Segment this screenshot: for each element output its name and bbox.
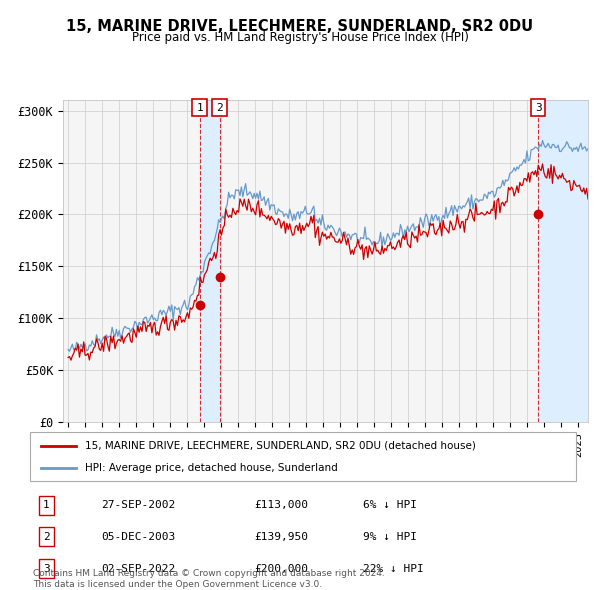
Text: 22% ↓ HPI: 22% ↓ HPI [363,563,424,573]
Text: £113,000: £113,000 [254,500,308,510]
Text: 9% ↓ HPI: 9% ↓ HPI [363,532,417,542]
Text: 02-SEP-2022: 02-SEP-2022 [101,563,175,573]
Text: 3: 3 [535,103,542,113]
Text: 27-SEP-2002: 27-SEP-2002 [101,500,175,510]
FancyBboxPatch shape [30,432,576,481]
Text: 6% ↓ HPI: 6% ↓ HPI [363,500,417,510]
Text: 3: 3 [43,563,50,573]
Text: £139,950: £139,950 [254,532,308,542]
Bar [538,100,588,422]
Text: 2: 2 [216,103,223,113]
Text: 2: 2 [43,532,50,542]
Text: £200,000: £200,000 [254,563,308,573]
Text: HPI: Average price, detached house, Sunderland: HPI: Average price, detached house, Sund… [85,463,337,473]
Text: 1: 1 [196,103,203,113]
Text: 05-DEC-2003: 05-DEC-2003 [101,532,175,542]
Text: 15, MARINE DRIVE, LEECHMERE, SUNDERLAND, SR2 0DU: 15, MARINE DRIVE, LEECHMERE, SUNDERLAND,… [67,19,533,34]
Text: Price paid vs. HM Land Registry's House Price Index (HPI): Price paid vs. HM Land Registry's House … [131,31,469,44]
Text: 15, MARINE DRIVE, LEECHMERE, SUNDERLAND, SR2 0DU (detached house): 15, MARINE DRIVE, LEECHMERE, SUNDERLAND,… [85,441,475,451]
Text: 1: 1 [43,500,50,510]
Text: Contains HM Land Registry data © Crown copyright and database right 2024.
This d: Contains HM Land Registry data © Crown c… [33,569,385,589]
Bar [200,100,220,422]
